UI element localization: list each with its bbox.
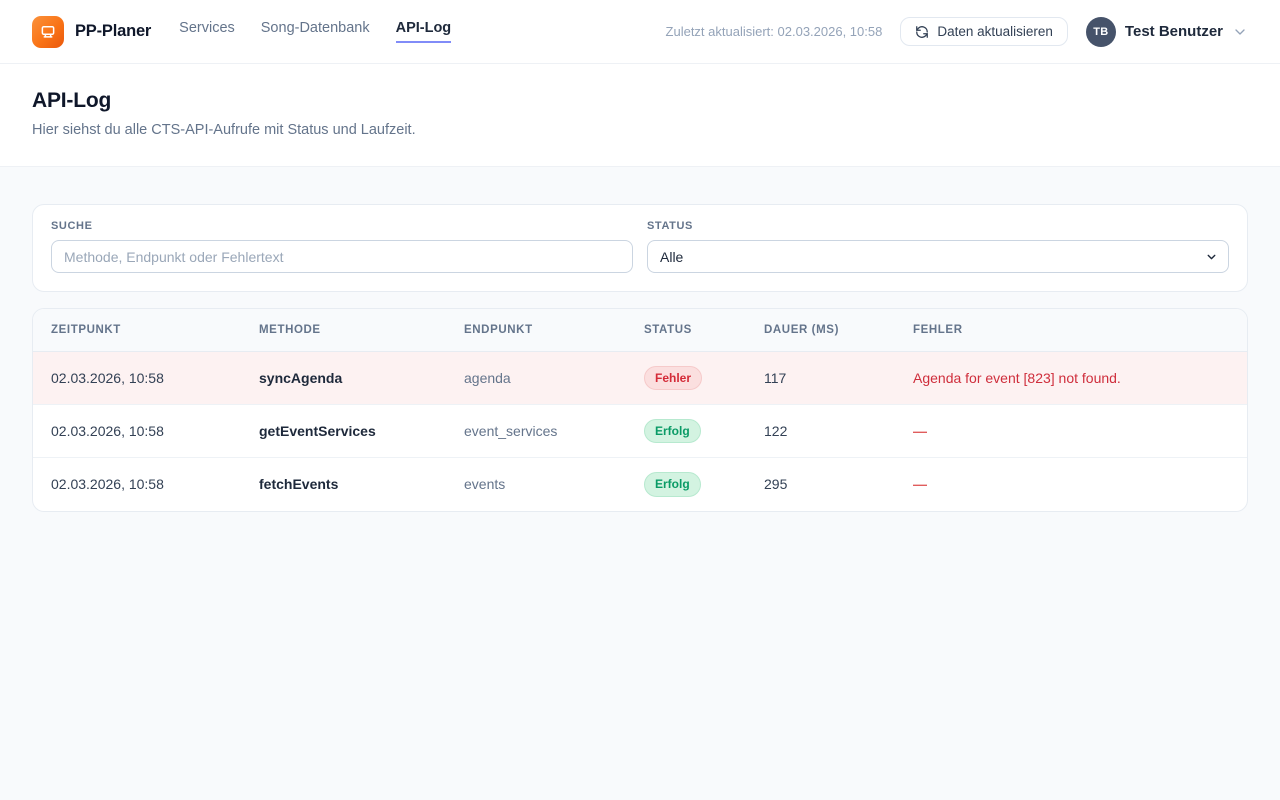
chevron-down-icon: [1232, 24, 1248, 40]
api-log-table-card: ZEITPUNKT METHODE ENDPUNKT STATUS DAUER …: [32, 308, 1248, 512]
status-cell: Erfolg: [626, 404, 746, 458]
zeitpunkt-cell: 02.03.2026, 10:58: [33, 404, 241, 458]
search-field-group: SUCHE: [51, 220, 633, 273]
zeitpunkt-cell: 02.03.2026, 10:58: [33, 457, 241, 511]
brand-name: PP-Planer: [75, 22, 152, 40]
status-badge: Erfolg: [644, 472, 701, 497]
table-row: 02.03.2026, 10:58 getEventServices event_s…: [33, 404, 1247, 458]
endpunkt-cell: event_services: [446, 404, 626, 458]
brand[interactable]: PP-Planer: [32, 15, 152, 48]
page-header: API-Log Hier siehst du alle CTS-API-Aufr…: [0, 64, 1280, 167]
app-logo: [32, 15, 64, 48]
last-updated-text: Zuletzt aktualisiert: 02.03.2026, 10:58: [665, 24, 883, 39]
nav-item-api-log[interactable]: API-Log: [395, 20, 452, 43]
main-content: SUCHE STATUS Alle: [0, 167, 1280, 549]
status-badge: Fehler: [644, 366, 703, 391]
refresh-data-button[interactable]: Daten aktualisieren: [900, 17, 1068, 46]
table-header-row: ZEITPUNKT METHODE ENDPUNKT STATUS DAUER …: [33, 309, 1247, 352]
status-badge: Erfolg: [644, 419, 701, 444]
nav-item-services[interactable]: Services: [179, 20, 235, 36]
avatar: TB: [1085, 16, 1116, 47]
column-header-status: STATUS: [626, 309, 746, 352]
methode-cell: syncAgenda: [259, 370, 343, 387]
search-input[interactable]: [51, 240, 633, 273]
status-field-group: STATUS Alle: [647, 220, 1229, 273]
dauer-cell: 117: [764, 370, 787, 387]
column-header-dauer: DAUER (MS): [746, 309, 895, 352]
status-label: STATUS: [647, 220, 693, 232]
page-title: API-Log: [32, 89, 112, 112]
main-nav: Services Song-Datenbank API-Log: [179, 20, 452, 43]
table-row: 02.03.2026, 10:58 syncAgenda agenda Fehler 1…: [33, 351, 1247, 405]
topbar: PP-Planer Services Song-Datenbank API-Lo…: [0, 0, 1280, 64]
search-label: SUCHE: [51, 220, 93, 232]
user-menu[interactable]: TB Test Benutzer: [1085, 16, 1248, 47]
fehler-cell: —: [895, 457, 1247, 511]
page-subtitle: Hier siehst du alle CTS-API-Aufrufe mit …: [32, 122, 416, 138]
fehler-cell: Agenda for event [823] not found.: [913, 370, 1121, 387]
status-cell: Fehler: [626, 352, 746, 405]
status-select[interactable]: Alle: [647, 240, 1229, 273]
screen-board-icon: [39, 23, 57, 41]
methode-cell: getEventServices: [241, 404, 446, 458]
api-log-table: ZEITPUNKT METHODE ENDPUNKT STATUS DAUER …: [33, 309, 1247, 511]
zeitpunkt-cell: 02.03.2026, 10:58: [51, 370, 164, 387]
user-name: Test Benutzer: [1124, 23, 1223, 40]
column-header-methode: METHODE: [241, 309, 446, 352]
column-header-zeitpunkt: ZEITPUNKT: [33, 309, 241, 352]
methode-cell: fetchEvents: [241, 457, 446, 511]
nav-item-song-datenbank[interactable]: Song-Datenbank: [260, 20, 370, 36]
dauer-cell: 122: [746, 404, 895, 458]
column-header-fehler: FEHLER: [895, 309, 1247, 352]
endpunkt-cell: events: [446, 457, 626, 511]
filter-card: SUCHE STATUS Alle: [32, 204, 1248, 292]
column-header-endpunkt: ENDPUNKT: [446, 309, 626, 352]
refresh-icon: [915, 25, 929, 39]
endpunkt-cell: agenda: [464, 370, 511, 387]
dauer-cell: 295: [746, 457, 895, 511]
log-table-body: 02.03.2026, 10:58 syncAgenda agenda Fehler 1…: [33, 351, 1247, 511]
table-row: 02.03.2026, 10:58 fetchEvents events Erfolg…: [33, 457, 1247, 511]
fehler-cell: —: [895, 404, 1247, 458]
status-cell: Erfolg: [626, 457, 746, 511]
refresh-button-label: Daten aktualisieren: [937, 24, 1053, 39]
